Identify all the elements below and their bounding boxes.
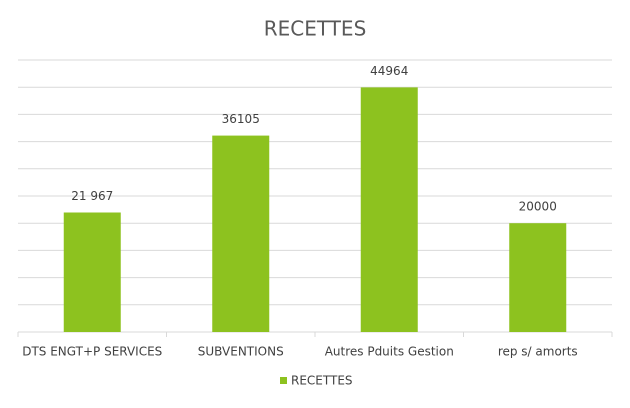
- data-label: 20000: [519, 200, 557, 214]
- data-label: 44964: [370, 64, 408, 78]
- data-label: 21 967: [71, 189, 113, 203]
- legend-swatch: [280, 377, 287, 384]
- data-label: 36105: [222, 112, 260, 126]
- bar: [360, 87, 418, 332]
- bar: [212, 135, 270, 332]
- chart-title: RECETTES: [264, 17, 367, 41]
- x-tick-label: rep s/ amorts: [498, 345, 578, 359]
- x-tick-label: SUBVENTIONS: [198, 345, 284, 359]
- legend-label: RECETTES: [291, 374, 353, 388]
- x-tick-label: Autres Pduits Gestion: [325, 345, 454, 359]
- x-tick-label: DTS ENGT+P SERVICES: [22, 345, 162, 359]
- bar: [509, 223, 567, 332]
- bar: [63, 212, 121, 332]
